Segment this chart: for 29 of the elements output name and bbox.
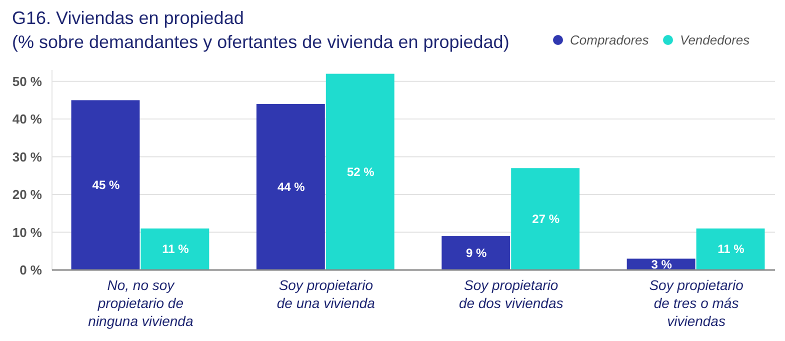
y-tick-label: 0 % (20, 262, 42, 278)
x-tick-label: Soy propietario de tres o más viviendas (649, 277, 744, 329)
x-tick-label: Soy propietario de una vivienda (276, 277, 376, 311)
bar (256, 104, 325, 270)
bar (696, 228, 765, 270)
y-tick-label: 50 % (12, 74, 42, 89)
data-label: 27 % (532, 212, 560, 226)
chart-subtitle: (% sobre demandantes y ofertantes de vivienda en propiedad) (12, 32, 510, 52)
bar (140, 228, 210, 270)
x-tick-label: Soy propietario de dos viviendas (458, 277, 564, 311)
bar (442, 236, 510, 270)
y-tick-label: 40 % (12, 112, 42, 127)
data-label: 9 % (466, 246, 488, 260)
data-label: 44 % (278, 180, 306, 194)
bar (71, 100, 140, 270)
y-tick-label: 20 % (12, 187, 42, 202)
chart-title: G16. Viviendas en propiedad (12, 8, 244, 28)
data-label: 11 % (718, 242, 745, 256)
y-tick-label: 30 % (12, 149, 42, 164)
y-tick-label: 10 % (12, 224, 42, 240)
x-tick-label: No, no soy propietario de ninguna vivienda (88, 277, 194, 329)
bar (326, 74, 394, 270)
legend-label: Compradores (570, 32, 650, 48)
data-label: 11 % (162, 242, 190, 256)
data-label: 3 % (651, 257, 672, 272)
data-label: 52 % (346, 164, 375, 179)
bar (511, 168, 580, 270)
legend-label: Vendedores (680, 32, 750, 48)
data-label: 45 % (92, 178, 120, 192)
